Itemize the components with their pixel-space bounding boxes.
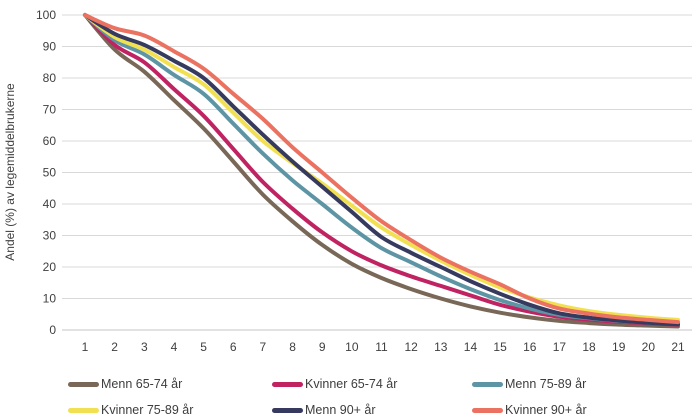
y-tick-label: 20 — [43, 260, 57, 274]
chart-legend: Menn 65-74 år Kvinner 65-74 år Menn 75-8… — [68, 371, 700, 419]
legend-item[interactable]: Kvinner 65-74 år — [272, 377, 472, 391]
x-tick-label: 5 — [200, 340, 207, 354]
x-tick-label: 8 — [289, 340, 296, 354]
series-line-menn-65-74-r — [83, 13, 680, 329]
x-tick-label: 21 — [671, 340, 685, 354]
x-tick-label: 3 — [141, 340, 148, 354]
series-lines — [83, 13, 680, 329]
legend-label: Kvinner 90+ år — [505, 403, 587, 417]
series-line-kvinner-75-89-r — [83, 13, 680, 322]
x-tick-label: 9 — [319, 340, 326, 354]
x-tick-label: 2 — [111, 340, 118, 354]
gridlines — [62, 14, 692, 331]
legend-swatch-icon — [68, 381, 99, 387]
x-tick-label: 4 — [171, 340, 178, 354]
legend-label: Kvinner 75-89 år — [101, 403, 194, 417]
x-tick-label: 20 — [642, 340, 656, 354]
legend-item[interactable]: Menn 90+ år — [272, 403, 472, 417]
y-tick-labels: 0 10 20 30 40 50 60 70 80 90 100 — [36, 8, 56, 337]
y-tick-label: 60 — [43, 134, 57, 148]
y-tick-label: 90 — [43, 40, 57, 54]
y-tick-label: 70 — [43, 103, 57, 117]
x-tick-label: 17 — [553, 340, 567, 354]
x-tick-label: 19 — [612, 340, 626, 354]
x-tick-label: 18 — [582, 340, 596, 354]
legend-label: Kvinner 65-74 år — [305, 377, 398, 391]
y-tick-label: 10 — [43, 292, 57, 306]
legend-label: Menn 90+ år — [305, 403, 376, 417]
x-tick-label: 16 — [523, 340, 537, 354]
legend-swatch-icon — [272, 381, 303, 387]
y-tick-label: 30 — [43, 229, 57, 243]
series-line-menn-90-r — [83, 13, 680, 327]
x-tick-label: 11 — [375, 340, 388, 354]
x-tick-label: 6 — [230, 340, 237, 354]
y-tick-label: 80 — [43, 71, 57, 85]
x-tick-label: 10 — [345, 340, 359, 354]
legend-label: Menn 65-74 år — [101, 377, 183, 391]
legend-item[interactable]: Kvinner 75-89 år — [68, 403, 272, 417]
x-tick-labels: 1 2 3 4 5 6 7 8 9 10 11 12 13 14 15 16 17 18 19 20 21 — [82, 340, 685, 354]
legend-swatch-icon — [68, 407, 99, 413]
y-tick-label: 0 — [49, 323, 56, 337]
y-tick-label: 40 — [43, 197, 57, 211]
legend-item[interactable]: Menn 65-74 år — [68, 377, 272, 391]
x-tick-label: 13 — [434, 340, 448, 354]
y-tick-label: 100 — [36, 8, 56, 22]
legend-item[interactable]: Menn 75-89 år — [472, 377, 700, 391]
legend-swatch-icon — [272, 407, 303, 413]
x-tick-label: 1 — [82, 340, 89, 354]
legend-swatch-icon — [472, 407, 503, 413]
x-tick-label: 12 — [404, 340, 418, 354]
x-tick-label: 14 — [464, 340, 478, 354]
series-line-kvinner-90-r — [83, 13, 680, 325]
x-tick-label: 7 — [260, 340, 267, 354]
x-tick-label: 15 — [493, 340, 507, 354]
legend-label: Menn 75-89 år — [505, 377, 587, 391]
legend-item[interactable]: Kvinner 90+ år — [472, 403, 700, 417]
y-axis-title: Andel (%) av legemiddelbrukerne — [3, 83, 17, 261]
y-tick-label: 50 — [43, 166, 57, 180]
legend-swatch-icon — [472, 381, 503, 387]
